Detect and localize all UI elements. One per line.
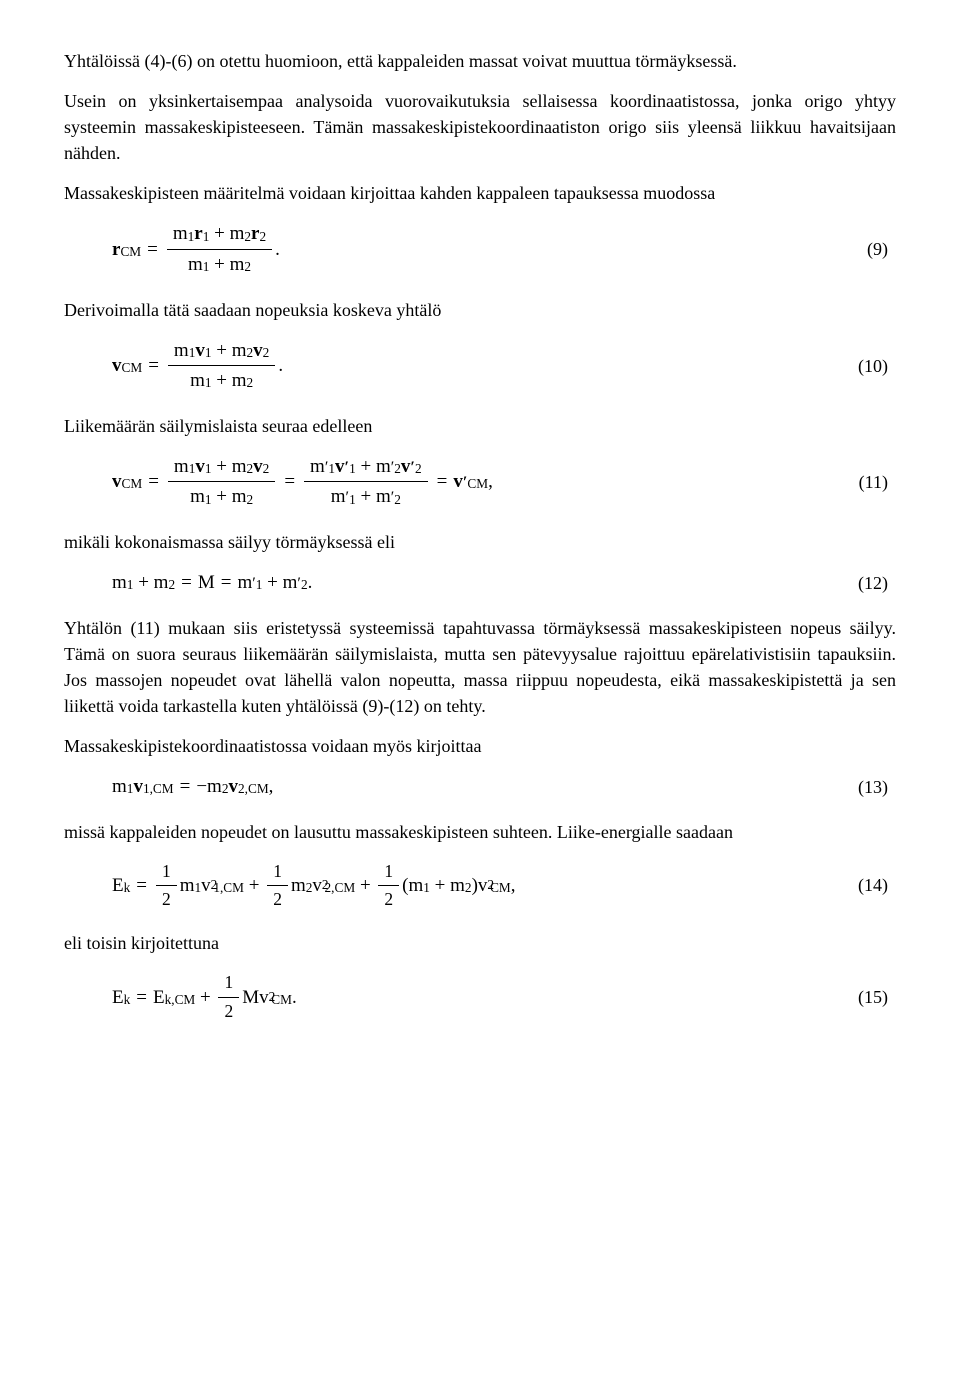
eq10-fraction: m1v1 + m2v2 m1 + m2 [168,337,275,395]
eq11-comma: , [488,468,493,496]
equation-13-number: (13) [858,774,896,800]
eq15-rhs1-sub: k,CM [165,990,196,1009]
paragraph-before-eq9: Massakeskipisteen määritelmä voidaan kir… [64,180,896,206]
equation-12-number: (12) [858,570,896,596]
paragraph-after-eq12: Yhtälön (11) mukaan siis eristetyssä sys… [64,615,896,719]
eq10-denominator: m1 + m2 [184,366,259,395]
paragraph-before-eq15: eli toisin kirjoitettuna [64,930,896,956]
eq11-lhs-var: v [112,468,122,496]
eq9-lhs-sub: CM [120,242,141,261]
eq11-frac1-den: m1 + m2 [184,482,259,511]
equation-13-content: m1v1,CM = −m2v2,CM, [112,773,273,801]
equals-sign: = [148,468,159,496]
eq11-fraction-2: m′1v′1 + m′2v′2 m′1 + m′2 [304,453,428,511]
eq15-half: 12 [218,970,239,1024]
equals-sign: = [437,468,448,496]
equals-sign: = [136,872,147,900]
eq11-rhs-sub: CM [467,474,488,493]
equation-9-number: (9) [867,236,896,262]
equals-sign: = [284,468,295,496]
equation-9: rCM = m1r1 + m2r2 m1 + m2 . (9) [64,220,896,278]
eq11-frac2-num: m′1v′1 + m′2v′2 [304,453,428,483]
eq14-lhs-sub: k [124,878,131,897]
paragraph-intro-2: Usein on yksinkertaisempaa analysoida vu… [64,88,896,166]
paragraph-intro-1: Yhtälöissä (4)-(6) on otettu huomioon, e… [64,48,896,74]
eq10-numerator: m1v1 + m2v2 [168,337,275,367]
eq14-half-1: 12 [156,859,177,913]
eq11-fraction-1: m1v1 + m2v2 m1 + m2 [168,453,275,511]
equation-10-content: vCM = m1v1 + m2v2 m1 + m2 . [112,337,283,395]
equation-11-number: (11) [859,469,896,495]
equation-14: Ek = 12 m1v21,CM + 12 m2v22,CM + 12 (m1 … [64,859,896,913]
equation-11: vCM = m1v1 + m2v2 m1 + m2 = m′1v′1 + m′2… [64,453,896,511]
equation-12-content: m1 + m2 = M = m′1 + m′2. [112,569,312,597]
eq9-numerator: m1r1 + m2r2 [167,220,272,250]
eq9-fraction: m1r1 + m2r2 m1 + m2 [167,220,272,278]
paragraph-before-eq11: Liikemäärän säilymislaista seuraa edelle… [64,413,896,439]
eq10-lhs-sub: CM [122,358,143,377]
equals-sign: = [181,569,192,597]
eq14-half-3: 12 [378,859,399,913]
equation-11-content: vCM = m1v1 + m2v2 m1 + m2 = m′1v′1 + m′2… [112,453,493,511]
eq15-rhs1: E [153,984,165,1012]
equation-15-number: (15) [858,984,896,1010]
equation-10-number: (10) [858,353,896,379]
paragraph-before-eq13: Massakeskipistekoordinaatistossa voidaan… [64,733,896,759]
equation-12: m1 + m2 = M = m′1 + m′2. (12) [64,569,896,597]
eq11-frac2-den: m′1 + m′2 [325,482,407,511]
eq11-lhs-sub: CM [122,474,143,493]
equation-14-number: (14) [858,872,896,898]
eq10-period: . [278,352,283,380]
eq15-vsub: CM [271,990,292,1009]
eq9-denominator: m1 + m2 [182,250,257,279]
equation-10: vCM = m1v1 + m2v2 m1 + m2 . (10) [64,337,896,395]
equation-13: m1v1,CM = −m2v2,CM, (13) [64,773,896,801]
eq15-lhs-sub: k [124,990,131,1009]
paragraph-before-eq14: missä kappaleiden nopeudet on lausuttu m… [64,819,896,845]
paragraph-before-eq12: mikäli kokonaismassa säilyy törmäyksessä… [64,529,896,555]
equals-sign: = [147,236,158,264]
eq9-period: . [275,236,280,264]
eq15-lhs: E [112,984,124,1012]
eq15-M: M [242,984,259,1012]
equals-sign: = [136,984,147,1012]
eq11-rhs-var: v′ [453,468,467,496]
equation-14-content: Ek = 12 m1v21,CM + 12 m2v22,CM + 12 (m1 … [112,859,516,913]
equation-15-content: Ek = Ek,CM + 12 Mv2CM. [112,970,297,1024]
eq9-lhs-var: r [112,236,120,264]
equation-9-content: rCM = m1r1 + m2r2 m1 + m2 . [112,220,280,278]
equals-sign: = [221,569,232,597]
eq11-frac1-num: m1v1 + m2v2 [168,453,275,483]
equals-sign: = [148,352,159,380]
eq14-lhs: E [112,872,124,900]
paragraph-before-eq10: Derivoimalla tätä saadaan nopeuksia kosk… [64,297,896,323]
equation-15: Ek = Ek,CM + 12 Mv2CM. (15) [64,970,896,1024]
equals-sign: = [180,773,191,801]
eq15-v: v [259,984,269,1012]
eq14-half-2: 12 [267,859,288,913]
eq10-lhs-var: v [112,352,122,380]
